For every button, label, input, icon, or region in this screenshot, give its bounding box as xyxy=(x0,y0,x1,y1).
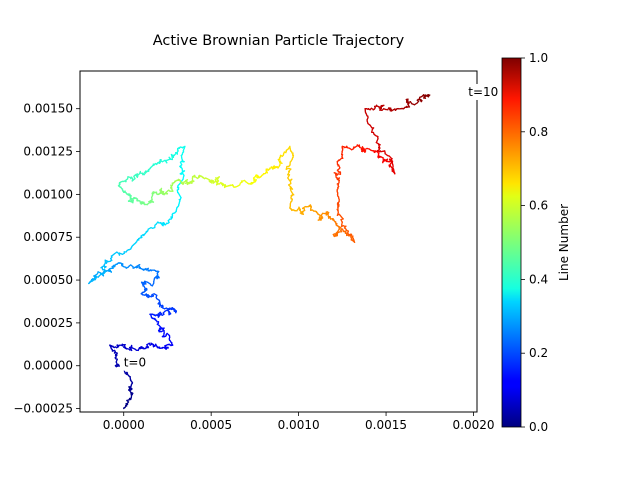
x-tick-label: 0.0000 xyxy=(103,418,145,432)
colorbar-tick-label: 0.0 xyxy=(529,420,548,434)
colorbar-label: Line Number xyxy=(557,204,571,281)
y-tick-label: 0.00125 xyxy=(23,145,73,159)
chart-title: Active Brownian Particle Trajectory xyxy=(153,33,405,49)
colorbar-ticks: 0.0 0.2 0.4 0.6 0.8 1.0 xyxy=(521,51,548,434)
y-tick-label: −0.00025 xyxy=(13,402,73,416)
y-tick-label: 0.00100 xyxy=(23,187,73,201)
colorbar-tick-label: 0.8 xyxy=(529,125,548,139)
annotations: t=0 t=10 xyxy=(120,84,501,371)
annotation-label: t=10 xyxy=(468,85,498,99)
colorbar-tick-label: 0.2 xyxy=(529,346,548,360)
x-tick-label: 0.0015 xyxy=(365,418,407,432)
y-tick-label: 0.00075 xyxy=(23,230,73,244)
x-tick-label: 0.0010 xyxy=(278,418,320,432)
colorbar-tick-label: 0.4 xyxy=(529,272,548,286)
x-axis: 0.0000 0.0005 0.0010 0.0015 0.0020 xyxy=(103,412,495,432)
y-axis: −0.00025 0.00000 0.00025 0.00050 0.00075 0.00… xyxy=(13,102,80,416)
y-tick-label: 0.00050 xyxy=(23,273,73,287)
y-tick-label: 0.00150 xyxy=(23,102,73,116)
colorbar-tick-label: 1.0 xyxy=(529,51,548,65)
y-tick-label: 0.00025 xyxy=(23,316,73,330)
colorbar-tick-label: 0.6 xyxy=(529,199,548,213)
x-tick-label: 0.0020 xyxy=(453,418,495,432)
y-tick-label: 0.00000 xyxy=(23,359,73,373)
x-tick-label: 0.0005 xyxy=(190,418,232,432)
annotation-label: t=0 xyxy=(124,356,146,370)
colorbar xyxy=(502,58,521,427)
